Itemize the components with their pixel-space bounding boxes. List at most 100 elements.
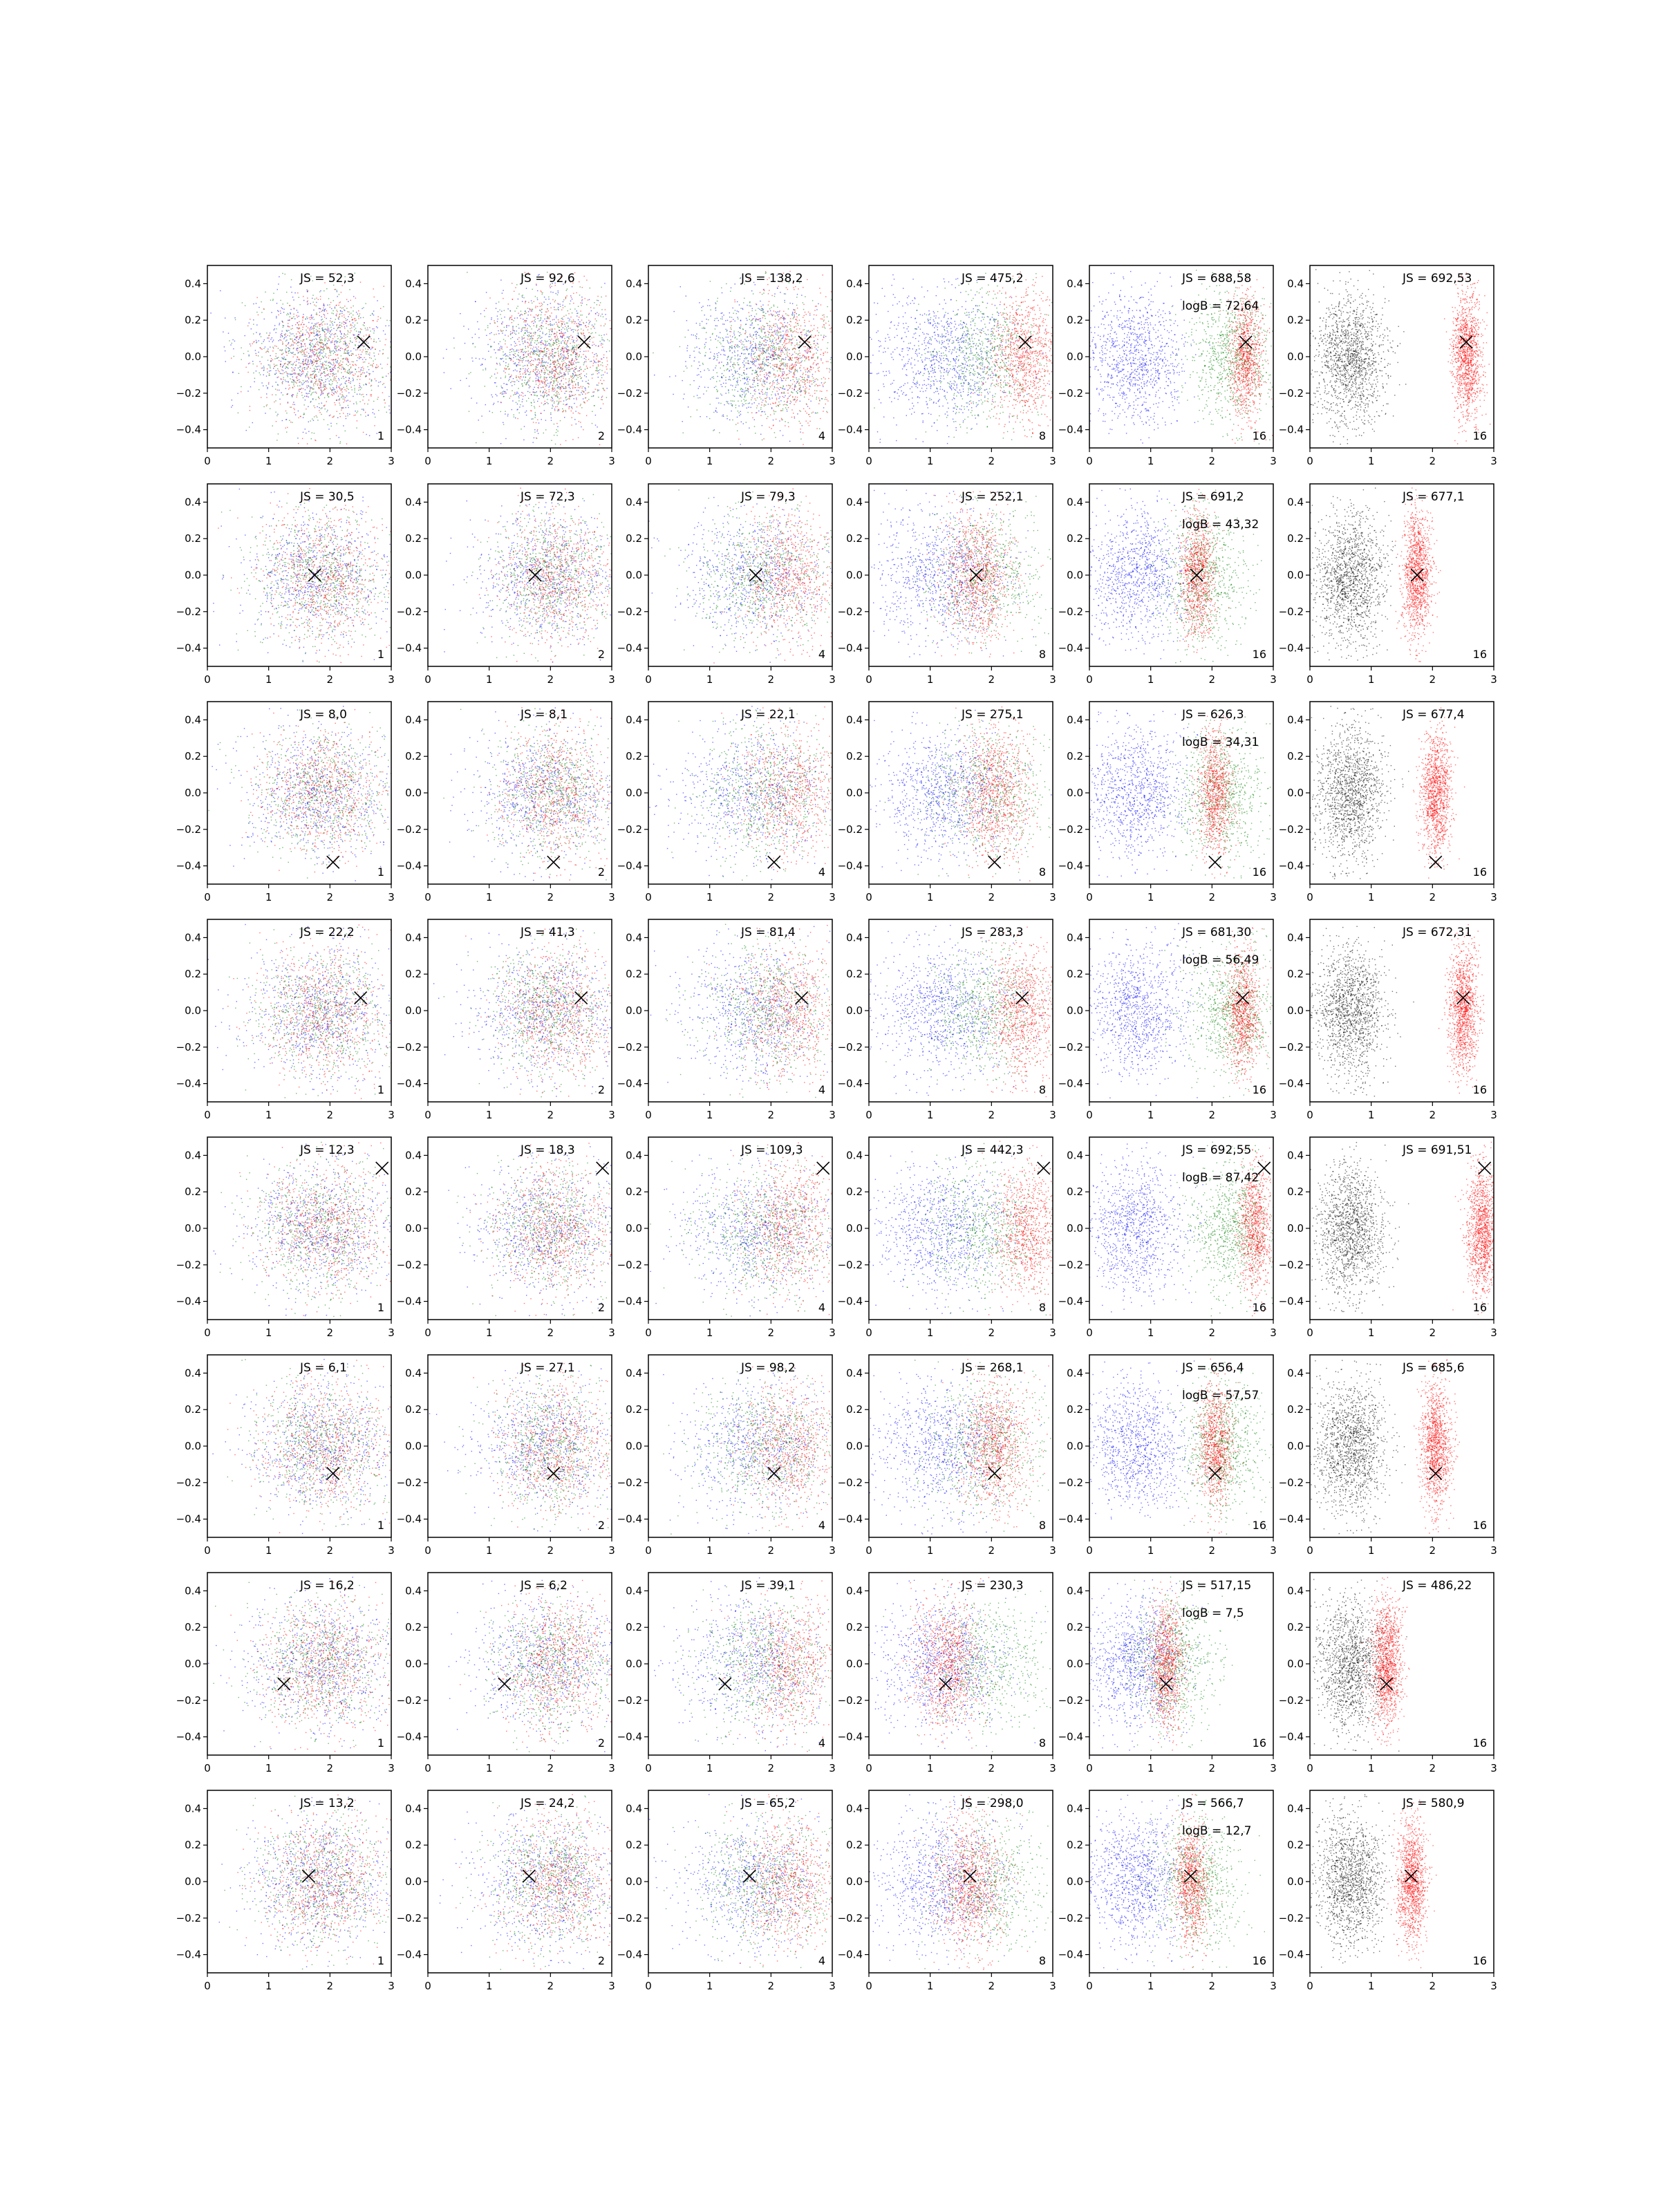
- point: [537, 374, 538, 375]
- point: [335, 365, 336, 366]
- point: [523, 359, 524, 360]
- point: [748, 407, 749, 408]
- point: [323, 393, 324, 394]
- point: [563, 374, 564, 375]
- point: [306, 352, 307, 353]
- point: [350, 300, 351, 301]
- point: [556, 372, 557, 373]
- point: [486, 335, 487, 336]
- point: [308, 353, 309, 354]
- point: [245, 367, 246, 368]
- point: [522, 341, 523, 342]
- point: [306, 374, 307, 375]
- point: [273, 293, 274, 294]
- point: [553, 345, 554, 346]
- point: [713, 356, 714, 357]
- point: [321, 325, 322, 326]
- point: [775, 394, 776, 395]
- point: [527, 391, 528, 392]
- point: [557, 309, 558, 310]
- point: [782, 380, 783, 381]
- point: [322, 373, 323, 374]
- point: [281, 350, 282, 351]
- point: [526, 400, 527, 401]
- point: [583, 364, 584, 365]
- point: [343, 407, 344, 408]
- point: [542, 395, 543, 396]
- point: [299, 333, 300, 334]
- point: [472, 337, 473, 338]
- point: [534, 350, 535, 351]
- point: [330, 373, 331, 374]
- point: [344, 326, 345, 327]
- point: [538, 350, 539, 351]
- point: [564, 328, 565, 329]
- point: [302, 354, 303, 355]
- point: [522, 339, 523, 340]
- point: [514, 341, 515, 342]
- point: [275, 388, 276, 389]
- point: [558, 290, 559, 291]
- point: [271, 358, 272, 359]
- point: [350, 341, 351, 342]
- point: [552, 398, 553, 399]
- point: [563, 299, 564, 300]
- point: [275, 412, 276, 413]
- point: [544, 394, 545, 395]
- point: [685, 361, 686, 362]
- point: [299, 369, 300, 370]
- point: [556, 364, 557, 365]
- point: [332, 389, 333, 390]
- point: [825, 336, 826, 337]
- point: [314, 351, 315, 352]
- point: [642, 382, 643, 383]
- point: [558, 386, 559, 387]
- point: [717, 359, 718, 360]
- point: [232, 339, 233, 340]
- point: [292, 364, 293, 365]
- point: [312, 350, 313, 351]
- point: [718, 402, 719, 403]
- point: [281, 330, 282, 331]
- point: [739, 374, 740, 375]
- point: [312, 389, 313, 390]
- point: [743, 423, 744, 424]
- x-tick-label: 1: [265, 455, 272, 467]
- point: [346, 364, 347, 365]
- point: [497, 326, 498, 327]
- point: [552, 357, 553, 358]
- point: [548, 343, 549, 344]
- point: [575, 387, 576, 388]
- point: [345, 371, 346, 372]
- point: [515, 350, 516, 351]
- point: [487, 327, 488, 328]
- point: [536, 340, 537, 341]
- point: [259, 333, 260, 334]
- point: [516, 392, 517, 393]
- point: [357, 314, 358, 315]
- point: [572, 439, 573, 440]
- point: [318, 372, 319, 373]
- point: [356, 320, 357, 321]
- point: [278, 283, 279, 284]
- x-tick-label: 2: [327, 455, 334, 467]
- point: [316, 314, 317, 315]
- point: [286, 339, 287, 340]
- point: [529, 339, 530, 340]
- point: [359, 313, 360, 314]
- point: [529, 338, 530, 339]
- point: [768, 356, 769, 357]
- point: [308, 333, 309, 334]
- point: [338, 305, 339, 306]
- point: [288, 363, 289, 364]
- point: [789, 441, 790, 442]
- point: [317, 361, 318, 362]
- point: [522, 399, 523, 400]
- point: [777, 380, 778, 381]
- point: [555, 300, 556, 301]
- point: [571, 407, 572, 408]
- point: [781, 364, 782, 365]
- point: [551, 312, 552, 313]
- point: [571, 391, 572, 392]
- point: [607, 339, 608, 340]
